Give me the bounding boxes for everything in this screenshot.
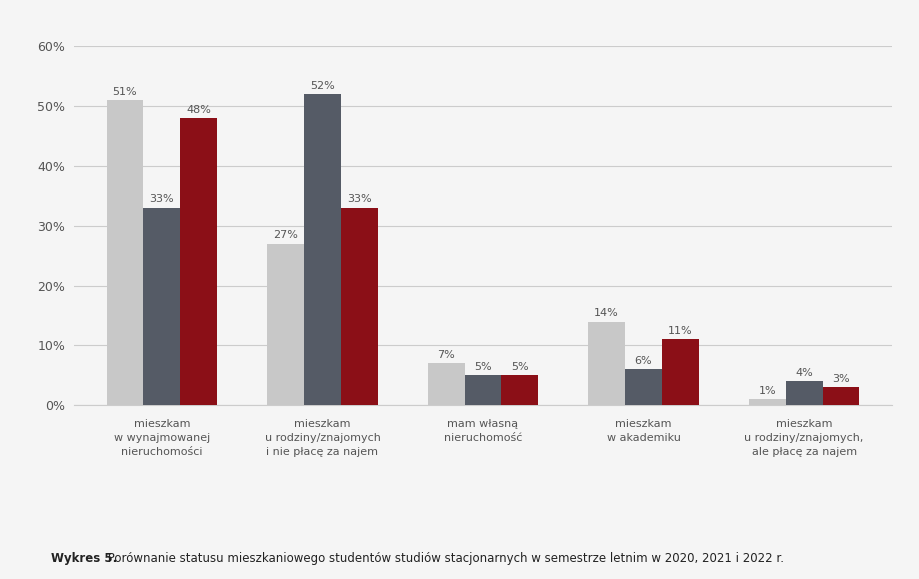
Text: 33%: 33% (346, 195, 371, 204)
Text: Wykres 5. Porównanie statusu mieszkaniowego studentów studiów stacjonarnych w se: Wykres 5. Porównanie statusu mieszkaniow… (51, 552, 788, 565)
Text: 27%: 27% (273, 230, 298, 240)
Text: 51%: 51% (112, 87, 137, 97)
Bar (464, 375, 501, 405)
Bar (624, 369, 662, 405)
Text: 33%: 33% (150, 195, 174, 204)
Bar (587, 321, 624, 405)
Text: 1%: 1% (757, 386, 775, 395)
Text: 5%: 5% (511, 362, 528, 372)
Bar (303, 94, 341, 405)
Bar (501, 375, 538, 405)
Text: 6%: 6% (634, 356, 652, 366)
Bar (180, 118, 217, 405)
Bar (822, 387, 858, 405)
Bar (427, 364, 464, 405)
Bar (143, 208, 180, 405)
Text: 4%: 4% (794, 368, 812, 378)
Text: Porównanie statusu mieszkaniowego studentów studiów stacjonarnych w semestrze le: Porównanie statusu mieszkaniowego studen… (104, 552, 783, 565)
Bar (267, 244, 303, 405)
Text: 5%: 5% (473, 362, 492, 372)
Text: 48%: 48% (187, 105, 211, 115)
Bar (748, 400, 785, 405)
Text: 14%: 14% (594, 308, 618, 318)
Text: 7%: 7% (437, 350, 455, 360)
Bar (107, 100, 143, 405)
Text: Wykres 5.: Wykres 5. (51, 552, 117, 565)
Bar (341, 208, 378, 405)
Bar (662, 339, 698, 405)
Text: 11%: 11% (667, 326, 692, 336)
Text: 3%: 3% (832, 374, 849, 384)
Bar (785, 382, 822, 405)
Text: 52%: 52% (310, 80, 335, 90)
